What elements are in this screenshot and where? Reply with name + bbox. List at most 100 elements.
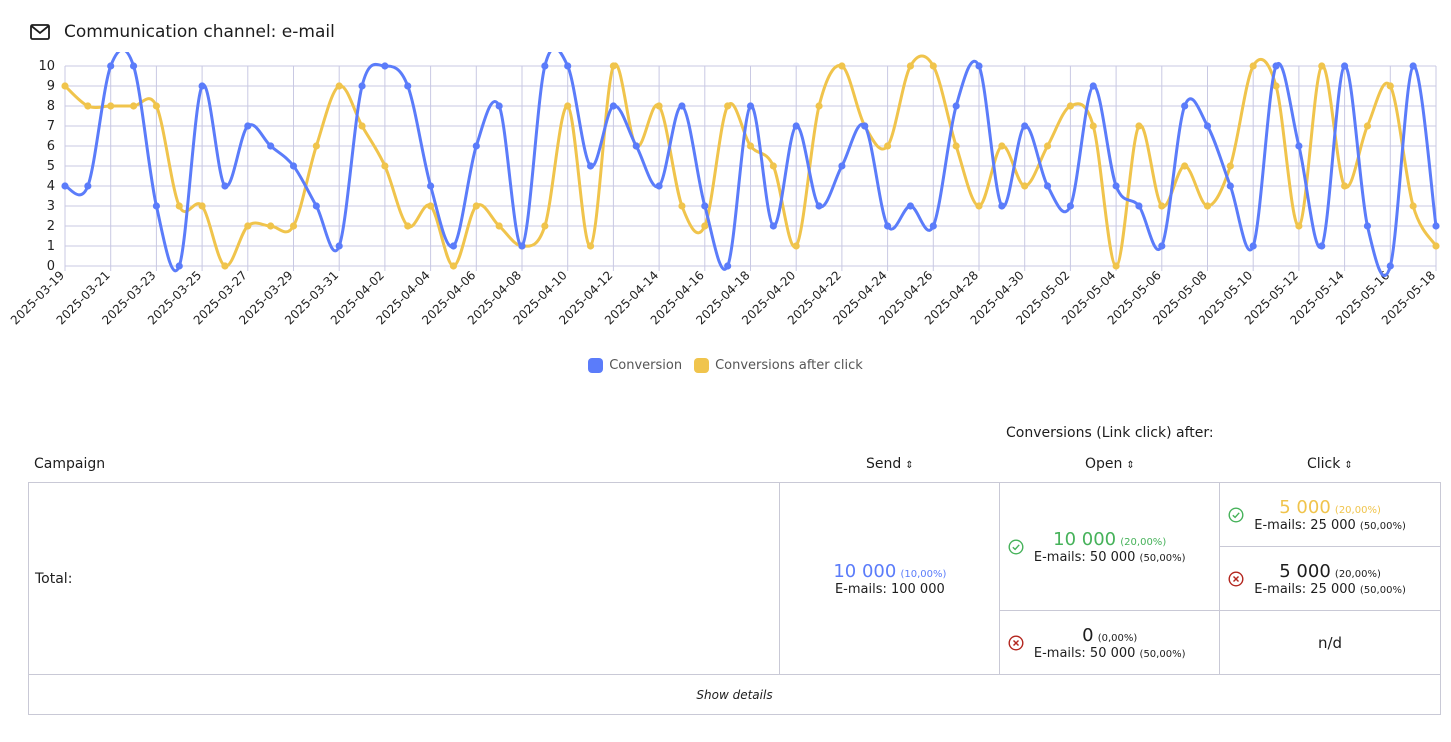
data-point-conversion: [1295, 142, 1303, 150]
data-point-conversions-after-click: [1066, 102, 1074, 110]
legend-item-conversion[interactable]: Conversion: [588, 358, 682, 373]
data-point-conversion: [952, 102, 960, 110]
open-column-header[interactable]: Open ⇕: [1085, 456, 1135, 472]
campaign-stats-table: Total: 10 000 (10,00%) E-mails: 100 000 …: [27, 482, 1441, 715]
data-point-conversions-after-click: [769, 162, 777, 170]
sort-icon[interactable]: ⇕: [1344, 460, 1353, 471]
data-point-conversions-after-click: [1432, 242, 1440, 250]
data-point-conversion: [1363, 222, 1372, 230]
data-point-conversions-after-click: [61, 82, 69, 90]
data-point-conversion: [861, 122, 869, 130]
check-circle-icon: [1008, 538, 1024, 555]
data-point-conversion: [1158, 242, 1166, 250]
data-point-conversions-after-click: [84, 102, 92, 110]
data-point-conversions-after-click: [884, 142, 892, 150]
data-point-conversion: [312, 202, 320, 210]
data-point-conversion: [267, 142, 275, 150]
data-point-conversions-after-click: [1318, 62, 1326, 70]
x-circle-icon: [1228, 570, 1244, 587]
data-point-conversions-after-click: [1249, 62, 1257, 70]
y-tick-label: 1: [47, 239, 55, 254]
click-no-emails: E-mails: 25 000: [1254, 581, 1356, 597]
data-point-conversion: [632, 142, 640, 150]
open-no-emails: E-mails: 50 000: [1033, 645, 1136, 661]
data-point-conversion: [1089, 82, 1097, 90]
data-point-conversions-after-click: [129, 102, 138, 110]
click-column-header[interactable]: Click ⇕: [1307, 456, 1353, 472]
click-yes-value: 5 000: [1279, 496, 1331, 518]
data-point-conversions-after-click: [998, 142, 1006, 150]
data-point-conversions-after-click: [746, 142, 755, 150]
data-point-conversion: [1409, 62, 1417, 70]
data-point-conversions-after-click: [1203, 202, 1212, 210]
data-point-conversions-after-click: [244, 222, 252, 230]
click-nd-cell: n/d: [1219, 610, 1441, 675]
data-point-conversions-after-click: [701, 222, 709, 230]
click-no-cell: 5 000 (20,00%) E-mails: 25 000 (50,00%): [1219, 546, 1441, 611]
data-point-conversion: [838, 162, 846, 170]
data-point-conversions-after-click: [1043, 142, 1052, 150]
data-point-conversion: [906, 202, 915, 210]
data-point-conversion: [884, 222, 892, 230]
show-details-link[interactable]: Show details: [28, 674, 1441, 715]
data-point-conversions-after-click: [358, 122, 366, 130]
y-tick-label: 3: [47, 199, 55, 214]
open-no-value: 0: [1082, 624, 1094, 646]
sort-icon[interactable]: ⇕: [1126, 460, 1135, 471]
legend-swatch-conversion: [588, 358, 604, 373]
series-line-conversion: [64, 52, 1438, 277]
data-point-conversions-after-click: [449, 262, 458, 270]
y-tick-label: 0: [47, 259, 55, 274]
data-point-conversion: [518, 242, 526, 250]
data-point-conversions-after-click: [564, 102, 572, 110]
click-yes-cell: 5 000 (20,00%) E-mails: 25 000 (50,00%): [1219, 482, 1441, 547]
legend-item-conversions-after-click[interactable]: Conversions after click: [694, 358, 863, 373]
y-tick-label: 4: [47, 179, 55, 194]
data-point-conversions-after-click: [724, 102, 732, 110]
data-point-conversions-after-click: [586, 242, 595, 250]
data-point-conversions-after-click: [1386, 82, 1394, 90]
data-point-conversions-after-click: [427, 202, 435, 210]
y-tick-label: 2: [47, 219, 55, 234]
data-point-conversion: [1181, 102, 1189, 110]
data-point-conversions-after-click: [267, 222, 275, 230]
send-column-label: Send: [866, 456, 902, 472]
data-point-conversions-after-click: [655, 102, 663, 110]
data-point-conversion: [1386, 262, 1394, 270]
open-column-label: Open: [1085, 456, 1123, 472]
data-point-conversions-after-click: [541, 222, 549, 230]
data-point-conversion: [609, 102, 618, 110]
data-point-conversions-after-click: [472, 202, 480, 210]
data-point-conversions-after-click: [929, 62, 937, 70]
send-column-header[interactable]: Send ⇕: [866, 456, 914, 472]
sort-icon[interactable]: ⇕: [905, 460, 914, 471]
open-no-emails-pct: (50,00%): [1139, 648, 1186, 660]
legend-swatch-conversions-after-click: [694, 358, 710, 373]
data-point-conversion: [84, 182, 92, 190]
y-tick-label: 5: [47, 159, 55, 174]
data-point-conversions-after-click: [1409, 202, 1417, 210]
open-yes-emails: E-mails: 50 000: [1033, 549, 1136, 565]
y-tick-label: 7: [47, 119, 55, 134]
send-value: 10 000: [833, 560, 897, 582]
data-point-conversions-after-click: [1295, 222, 1303, 230]
campaign-column-label: Campaign: [34, 456, 106, 472]
data-point-conversion: [198, 82, 206, 90]
data-point-conversion: [769, 222, 777, 230]
data-point-conversions-after-click: [1021, 182, 1029, 190]
data-point-conversion: [701, 202, 709, 210]
data-point-conversions-after-click: [792, 242, 800, 250]
data-point-conversion: [1249, 242, 1257, 250]
data-point-conversion: [472, 142, 480, 150]
data-point-conversions-after-click: [609, 62, 618, 70]
data-point-conversion: [335, 242, 343, 250]
data-point-conversion: [1432, 222, 1440, 230]
data-point-conversions-after-click: [312, 142, 320, 150]
data-point-conversion: [289, 162, 298, 170]
click-no-emails-pct: (50,00%): [1359, 584, 1406, 596]
data-point-conversion: [1112, 182, 1120, 190]
click-no-value: 5 000: [1279, 560, 1331, 582]
click-yes-pct: (20,00%): [1334, 504, 1381, 516]
data-point-conversions-after-click: [1158, 202, 1166, 210]
data-point-conversion: [815, 202, 823, 210]
